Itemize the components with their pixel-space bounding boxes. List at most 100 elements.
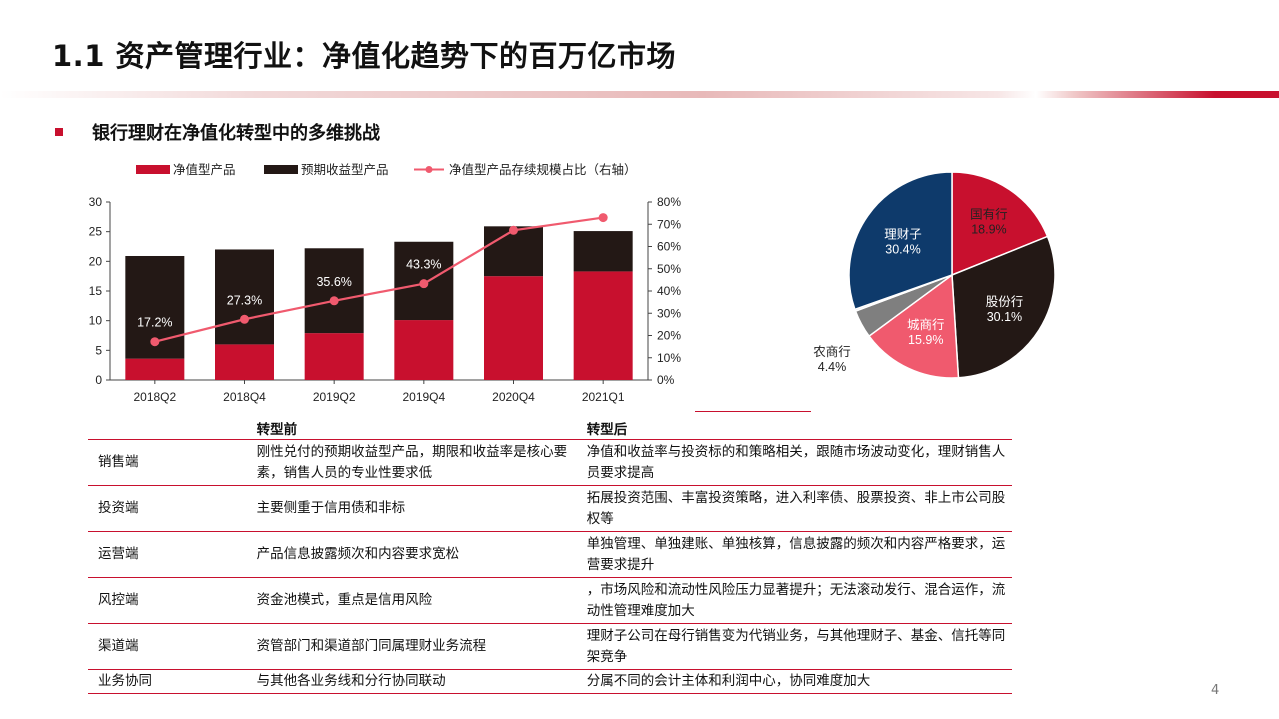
y2-tick-label: 60% — [657, 240, 681, 254]
bar-expected-return — [304, 248, 364, 334]
header-divider — [0, 91, 1279, 98]
table-cell: ，市场风险和流动性风险压力显著提升；无法滚动发行、混合运作，流动性管理难度加大 — [586, 577, 1012, 624]
pie-value-label: 4.4% — [818, 360, 847, 374]
table-cell: 主要侧重于信用债和非标 — [256, 485, 587, 532]
table-cell: 刚性兑付的预期收益型产品，期限和收益率是核心要素，销售人员的专业性要求低 — [256, 439, 587, 486]
table-row: 运营端 产品信息披露频次和内容要求宽松 单独管理、单独建账、单独核算，信息披露的… — [88, 531, 1012, 578]
data-label: 17.2% — [137, 316, 172, 330]
y-tick-label: 10 — [89, 314, 103, 328]
table-cell: 净值和收益率与投资标的和策略相关，跟随市场波动变化，理财销售人员要求提高 — [586, 439, 1012, 486]
legend-label: 净值型产品存续规模占比（右轴） — [449, 162, 637, 177]
data-label: 43.3% — [406, 258, 441, 272]
pie-value-label: 15.9% — [908, 333, 943, 347]
section-subtitle: 银行理财在净值化转型中的多维挑战 — [92, 123, 380, 144]
pie-label: 农商行 — [813, 344, 851, 359]
bar-line-chart: 净值型产品 预期收益型产品 净值型产品存续规模占比（右轴） 0 5 10 15 20 25 30 0… — [89, 162, 682, 404]
pie-label: 城商行 — [907, 317, 945, 332]
table-header-row: 转型前 转型后 — [88, 416, 1012, 440]
table-cell: 渠道端 — [88, 623, 257, 670]
bar-net-value — [125, 358, 185, 380]
table-cell: 分属不同的会计主体和利润中心，协同难度加大 — [586, 669, 1012, 694]
bar-net-value — [484, 276, 543, 380]
bar-expected-return — [573, 231, 633, 272]
legend-label: 净值型产品 — [173, 162, 236, 177]
line-point — [419, 279, 429, 289]
line-point — [150, 337, 160, 347]
legend-swatch — [264, 165, 298, 174]
table-cell: 风控端 — [88, 577, 257, 624]
x-tick-label: 2021Q1 — [582, 390, 625, 404]
bullet-icon — [55, 128, 63, 136]
x-tick-label: 2019Q4 — [402, 390, 445, 404]
line-point — [240, 314, 249, 324]
x-tick-label: 2019Q2 — [313, 390, 356, 404]
data-label: 27.3% — [227, 293, 262, 307]
y-tick-label: 15 — [89, 284, 103, 298]
table-row: 渠道端 资管部门和渠道部门同属理财业务流程 理财子公司在母行销售变为代销业务，与… — [88, 623, 1012, 670]
pie-slice — [951, 235, 1056, 379]
y-tick-label: 20 — [89, 254, 103, 268]
bar-net-value — [573, 271, 633, 380]
data-label: 35.6% — [316, 275, 351, 289]
pie-slice — [951, 171, 1049, 277]
y-tick-label: 5 — [95, 343, 102, 357]
y-tick-label: 0 — [95, 373, 102, 387]
divider-line — [695, 411, 811, 412]
data-label: 73.0% — [585, 192, 620, 206]
legend-swatch — [136, 165, 170, 174]
x-tick-label: 2018Q2 — [133, 390, 176, 404]
line-point — [329, 296, 339, 306]
table-cell: 资金池模式，重点是信用风险 — [256, 577, 587, 624]
pie-slice — [848, 171, 953, 311]
pie-label: 国有行 — [970, 207, 1008, 221]
bar-net-value — [215, 344, 274, 380]
y2-tick-label: 50% — [657, 262, 681, 276]
pie-label: 理财子 — [884, 227, 922, 241]
y2-tick-label: 10% — [657, 351, 681, 365]
bar-expected-return — [215, 249, 274, 345]
table-row: 销售端 刚性兑付的预期收益型产品，期限和收益率是核心要素，销售人员的专业性要求低… — [88, 439, 1012, 486]
y-tick-label: 30 — [89, 195, 103, 209]
table-row: 业务协同 与其他各业务线和分行协同联动 分属不同的会计主体和利润中心，协同难度加… — [88, 669, 1012, 694]
y2-tick-label: 40% — [657, 284, 681, 298]
table-cell: 单独管理、单独建账、单独核算，信息披露的频次和内容严格要求，运营要求提升 — [586, 531, 1012, 578]
data-label: 67.3% — [496, 204, 531, 218]
pie-value-label: 30.4% — [885, 242, 920, 256]
y-tick-label: 25 — [89, 225, 103, 239]
table-header-cell — [88, 416, 257, 440]
table-cell: 业务协同 — [88, 669, 257, 694]
y2-tick-label: 20% — [657, 329, 681, 343]
table-cell: 拓展投资范围、丰富投资策略，进入利率债、股票投资、非上市公司股权等 — [586, 485, 1012, 532]
y2-tick-label: 70% — [657, 217, 681, 231]
x-tick-label: 2018Q4 — [223, 390, 266, 404]
table-row: 投资端 主要侧重于信用债和非标 拓展投资范围、丰富投资策略，进入利率债、股票投资… — [88, 485, 1012, 532]
bar-net-value — [394, 320, 454, 380]
line-series — [154, 216, 604, 343]
table-cell: 投资端 — [88, 485, 257, 532]
line-point — [598, 213, 608, 223]
table-cell: 产品信息披露频次和内容要求宽松 — [256, 531, 587, 578]
page-number: 4 — [1211, 683, 1220, 698]
table-cell: 资管部门和渠道部门同属理财业务流程 — [256, 623, 587, 670]
x-tick-label: 2020Q4 — [492, 390, 535, 404]
line-point — [509, 225, 518, 235]
pie-slice — [868, 273, 960, 379]
table-row: 风控端 资金池模式，重点是信用风险 ，市场风险和流动性风险压力显著提升；无法滚动… — [88, 577, 1012, 624]
page-title: 1.1 资产管理行业：净值化趋势下的百万亿市场 — [52, 39, 676, 73]
table-cell: 销售端 — [88, 439, 257, 486]
table-cell: 与其他各业务线和分行协同联动 — [256, 669, 587, 694]
table-header-cell: 转型前 — [256, 416, 587, 440]
bar-net-value — [304, 333, 364, 380]
pie-label: 股份行 — [986, 295, 1024, 309]
y2-tick-label: 80% — [657, 195, 681, 209]
pie-value-label: 18.9% — [971, 222, 1006, 236]
legend-marker — [425, 166, 433, 173]
y2-tick-label: 30% — [657, 306, 681, 320]
table-header-cell: 转型后 — [586, 416, 1012, 440]
pie-value-label: 30.1% — [987, 310, 1022, 324]
y2-tick-label: 0% — [657, 373, 675, 387]
table-cell: 运营端 — [88, 531, 257, 578]
legend-label: 预期收益型产品 — [301, 163, 389, 177]
transformation-table: 转型前 转型后 销售端 刚性兑付的预期收益型产品，期限和收益率是核心要素，销售人… — [88, 416, 1012, 694]
